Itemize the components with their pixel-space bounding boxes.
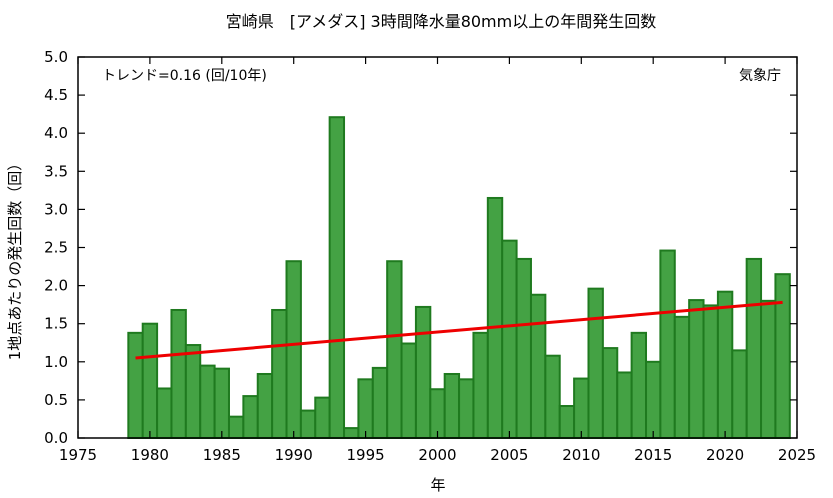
bar-1983 xyxy=(184,344,202,440)
bar-1991 xyxy=(299,409,317,439)
x-tick-label-2005: 2005 xyxy=(490,446,528,464)
x-tick-label-1975: 1975 xyxy=(59,446,97,464)
bar-2013 xyxy=(616,371,633,439)
x-tick-label-2020: 2020 xyxy=(706,446,744,464)
y-tick-label-8: 4.0 xyxy=(44,124,68,142)
bar-1996 xyxy=(371,366,389,439)
bar-1979 xyxy=(127,331,144,439)
bar-1980 xyxy=(141,322,159,440)
bar-2004 xyxy=(486,196,504,439)
bar-2021 xyxy=(731,349,748,439)
bar-2011 xyxy=(587,287,604,440)
bar-1992 xyxy=(314,396,331,440)
x-tick-label-2025: 2025 xyxy=(778,446,816,464)
trend-annotation: トレンド=0.16 (回/10年) xyxy=(102,68,267,84)
y-tick-label-2: 1.0 xyxy=(44,353,68,371)
bar-1987 xyxy=(242,395,259,439)
x-tick-label-2015: 2015 xyxy=(634,446,672,464)
bar-2020 xyxy=(716,290,734,440)
bar-2001 xyxy=(443,372,461,440)
bar-2010 xyxy=(573,377,590,439)
x-tick-label-1985: 1985 xyxy=(203,446,241,464)
x-tick-label-1980: 1980 xyxy=(131,446,169,464)
bar-1993 xyxy=(328,116,346,439)
bar-2006 xyxy=(515,257,532,439)
y-tick-label-3: 1.5 xyxy=(44,315,68,333)
bar-2000 xyxy=(429,388,446,439)
bar-1989 xyxy=(271,308,288,440)
y-tick-label-7: 3.5 xyxy=(44,162,68,180)
trend-line xyxy=(135,300,783,360)
bar-1995 xyxy=(357,378,374,439)
y-axis: 0.0 0.5 1.0 1.5 2.0 2.5 3.0 3.5 4.0 4.5 5.0 xyxy=(44,48,797,447)
bar-2002 xyxy=(458,378,475,439)
y-tick-label-10: 5.0 xyxy=(44,48,68,66)
bar-2024 xyxy=(774,273,791,440)
bar-2012 xyxy=(601,347,619,440)
bar-2017 xyxy=(673,315,691,440)
chart-title: 宮崎県 [アメダス] 3時間降水量80mm以上の年間発生回数 xyxy=(226,12,656,31)
y-tick-label-4: 2.0 xyxy=(44,277,68,295)
bar-1982 xyxy=(170,308,187,440)
y-tick-label-1: 0.5 xyxy=(44,391,68,409)
bar-2016 xyxy=(659,249,676,439)
x-tick-label-1990: 1990 xyxy=(275,446,313,464)
y-tick-label-9: 4.5 xyxy=(44,86,68,104)
bar-2015 xyxy=(645,360,662,439)
bar-2022 xyxy=(745,257,763,439)
y-tick-label-6: 3.0 xyxy=(44,200,68,218)
x-tick-label-2010: 2010 xyxy=(562,446,600,464)
bar-1988 xyxy=(256,372,274,440)
bar-2018 xyxy=(688,299,705,439)
bar-2003 xyxy=(472,331,489,439)
bar-1990 xyxy=(285,260,302,439)
y-axis-label: 1地点あたりの発生回数（回） xyxy=(6,156,24,361)
bar-2008 xyxy=(544,354,561,440)
bars-group xyxy=(127,116,791,440)
bar-2023 xyxy=(760,299,777,439)
bar-1998 xyxy=(400,342,417,439)
source-label: 気象庁 xyxy=(739,68,781,84)
bar-1985 xyxy=(213,367,230,439)
bar-1999 xyxy=(414,305,432,439)
bar-1997 xyxy=(386,260,403,439)
bar-2019 xyxy=(702,304,719,439)
x-axis-label: 年 xyxy=(430,476,445,494)
bar-2007 xyxy=(529,293,547,439)
bar-1986 xyxy=(227,415,245,440)
x-axis: 1975 1980 1985 1990 1995 2000 2005 2010 2015 2020… xyxy=(59,57,816,464)
bar-2014 xyxy=(630,331,648,439)
bar-1984 xyxy=(199,364,216,439)
bar-1981 xyxy=(156,387,173,439)
bar-2009 xyxy=(558,404,576,440)
y-tick-label-5: 2.5 xyxy=(44,239,68,257)
x-tick-label-1995: 1995 xyxy=(347,446,385,464)
y-tick-label-0: 0.0 xyxy=(44,429,68,447)
bar-2005 xyxy=(501,239,518,439)
bar-1994 xyxy=(343,427,360,439)
x-tick-label-2000: 2000 xyxy=(418,446,456,464)
